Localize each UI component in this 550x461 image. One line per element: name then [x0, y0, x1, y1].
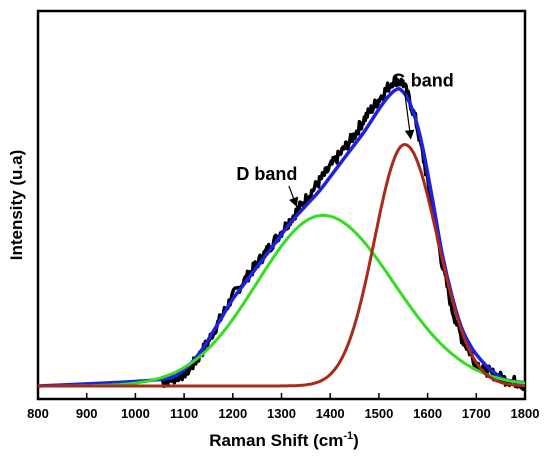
x-tick-label-1500: 1500 [364, 406, 393, 421]
x-tick-label-1300: 1300 [267, 406, 296, 421]
series-line-g_band [38, 142, 525, 388]
annotation-label-0: D band [236, 164, 297, 184]
series-layer [38, 74, 525, 391]
x-axis-tick-labels: 800 900 1000 1100 1200 1300 1400 1500 1600 1700 18… [27, 406, 539, 421]
x-tick-label-900: 900 [76, 406, 98, 421]
x-tick-label-1400: 1400 [316, 406, 345, 421]
annotation-arrow-1 [404, 92, 415, 140]
annotations-layer: D band G band [236, 71, 454, 208]
x-tick-label-1600: 1600 [413, 406, 442, 421]
x-tick-label-1200: 1200 [218, 406, 247, 421]
series-line-raw [160, 74, 525, 391]
x-tick-label-1700: 1700 [462, 406, 491, 421]
plot-frame [36, 9, 527, 401]
x-tick-label-800: 800 [27, 406, 49, 421]
x-axis-ticks [37, 393, 526, 399]
annotation-arrow-0 [288, 185, 299, 208]
annotation-label-1: G band [392, 71, 454, 91]
x-tick-label-1800: 1800 [511, 406, 540, 421]
y-axis-title: Intensity (u.a) [7, 150, 26, 261]
x-axis-title: Raman Shift (cm-1) [209, 430, 359, 450]
x-tick-label-1000: 1000 [121, 406, 150, 421]
series-line-fit [38, 87, 525, 388]
x-tick-label-1100: 1100 [170, 406, 198, 421]
